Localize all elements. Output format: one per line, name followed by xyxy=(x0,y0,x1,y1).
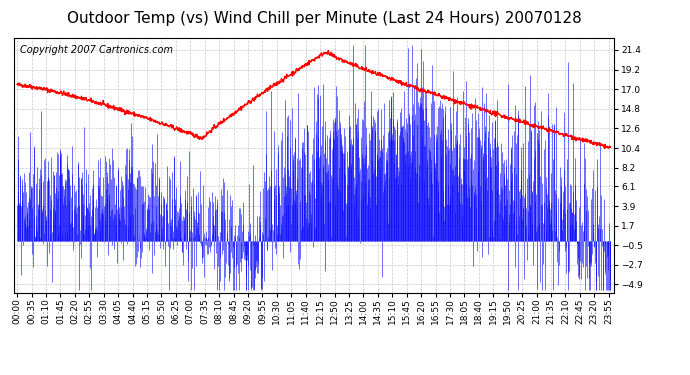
Text: Outdoor Temp (vs) Wind Chill per Minute (Last 24 Hours) 20070128: Outdoor Temp (vs) Wind Chill per Minute … xyxy=(67,11,582,26)
Text: Copyright 2007 Cartronics.com: Copyright 2007 Cartronics.com xyxy=(20,45,172,55)
